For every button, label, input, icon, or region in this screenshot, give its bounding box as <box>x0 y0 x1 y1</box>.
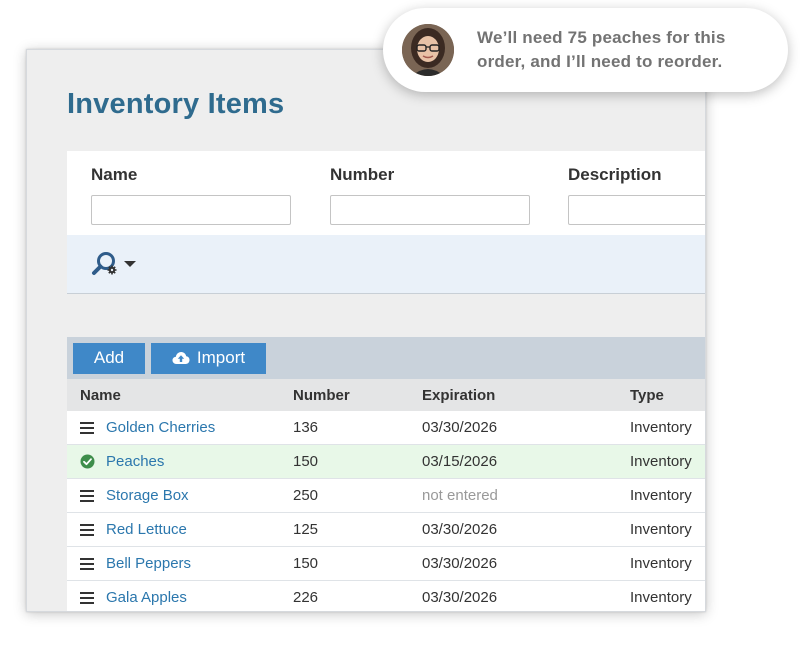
description-field[interactable] <box>568 195 705 225</box>
item-type: Inventory <box>630 453 692 470</box>
table-row[interactable]: Golden Cherries 136 03/30/2026 Inventory <box>67 411 705 445</box>
name-field-group: Name <box>91 163 291 225</box>
drag-handle-icon[interactable] <box>80 523 106 536</box>
search-panel: Name Number Description <box>67 151 705 294</box>
item-name-link[interactable]: Peaches <box>106 453 165 470</box>
app-window: Inventory Items Name Number Description <box>26 49 706 612</box>
table-row[interactable]: Bell Peppers 150 03/30/2026 Inventory <box>67 547 705 581</box>
chevron-down-icon <box>124 261 136 267</box>
page-title: Inventory Items <box>67 88 285 120</box>
item-type: Inventory <box>630 555 692 572</box>
column-header-type[interactable]: Type <box>630 386 664 404</box>
inventory-grid: Add Import Name Number Expiration Type G… <box>67 337 705 611</box>
table-row[interactable]: Red Lettuce 125 03/30/2026 Inventory <box>67 513 705 547</box>
number-field-label: Number <box>330 165 395 184</box>
item-number: 150 <box>293 453 319 470</box>
item-expiration: not entered <box>422 487 498 504</box>
search-icon <box>92 252 117 275</box>
description-field-group: Description <box>568 163 705 225</box>
item-number: 125 <box>293 521 319 538</box>
item-type: Inventory <box>630 419 692 436</box>
item-expiration: 03/30/2026 <box>422 521 498 538</box>
item-name-link[interactable]: Storage Box <box>106 487 189 504</box>
drag-handle-icon[interactable] <box>80 489 106 502</box>
description-field-label: Description <box>568 165 662 184</box>
table-row-selected[interactable]: Peaches 150 03/15/2026 Inventory <box>67 445 705 479</box>
item-type: Inventory <box>630 521 692 538</box>
item-type: Inventory <box>630 589 692 606</box>
column-header-expiration[interactable]: Expiration <box>422 386 496 404</box>
item-type: Inventory <box>630 487 692 504</box>
drag-handle-icon[interactable] <box>80 421 106 434</box>
add-button[interactable]: Add <box>73 342 145 374</box>
column-header-name[interactable]: Name <box>80 386 121 404</box>
name-field[interactable] <box>91 195 291 225</box>
item-name-link[interactable]: Gala Apples <box>106 589 187 606</box>
grid-header: Name Number Expiration Type <box>67 379 705 411</box>
grid-toolbar: Add Import <box>67 337 705 379</box>
import-button[interactable]: Import <box>151 342 266 374</box>
search-bar <box>67 235 705 293</box>
item-expiration: 03/30/2026 <box>422 419 498 436</box>
chat-bubble: We’ll need 75 peaches for this order, an… <box>383 8 788 92</box>
cloud-upload-icon <box>172 352 190 364</box>
item-number: 250 <box>293 487 319 504</box>
import-button-label: Import <box>196 348 246 367</box>
item-name-link[interactable]: Golden Cherries <box>106 419 216 436</box>
table-row[interactable]: Storage Box 250 not entered Inventory <box>67 479 705 513</box>
chat-message: We’ll need 75 peaches for this order, an… <box>477 28 726 71</box>
drag-handle-icon[interactable] <box>80 557 106 570</box>
check-circle-icon[interactable] <box>80 454 106 469</box>
add-button-label: Add <box>93 348 125 367</box>
item-name-link[interactable]: Red Lettuce <box>106 521 187 538</box>
name-field-label: Name <box>91 165 138 184</box>
number-field[interactable] <box>330 195 530 225</box>
item-expiration: 03/30/2026 <box>422 555 498 572</box>
item-expiration: 03/30/2026 <box>422 589 498 606</box>
search-options-button[interactable] <box>91 250 137 278</box>
item-expiration: 03/15/2026 <box>422 453 498 470</box>
item-name-link[interactable]: Bell Peppers <box>106 555 192 572</box>
table-row[interactable]: Gala Apples 226 03/30/2026 Inventory <box>67 581 705 611</box>
item-number: 226 <box>293 589 319 606</box>
item-number: 150 <box>293 555 319 572</box>
item-number: 136 <box>293 419 319 436</box>
column-header-number[interactable]: Number <box>293 386 350 404</box>
avatar <box>402 24 454 76</box>
number-field-group: Number <box>330 163 530 225</box>
drag-handle-icon[interactable] <box>80 591 106 604</box>
